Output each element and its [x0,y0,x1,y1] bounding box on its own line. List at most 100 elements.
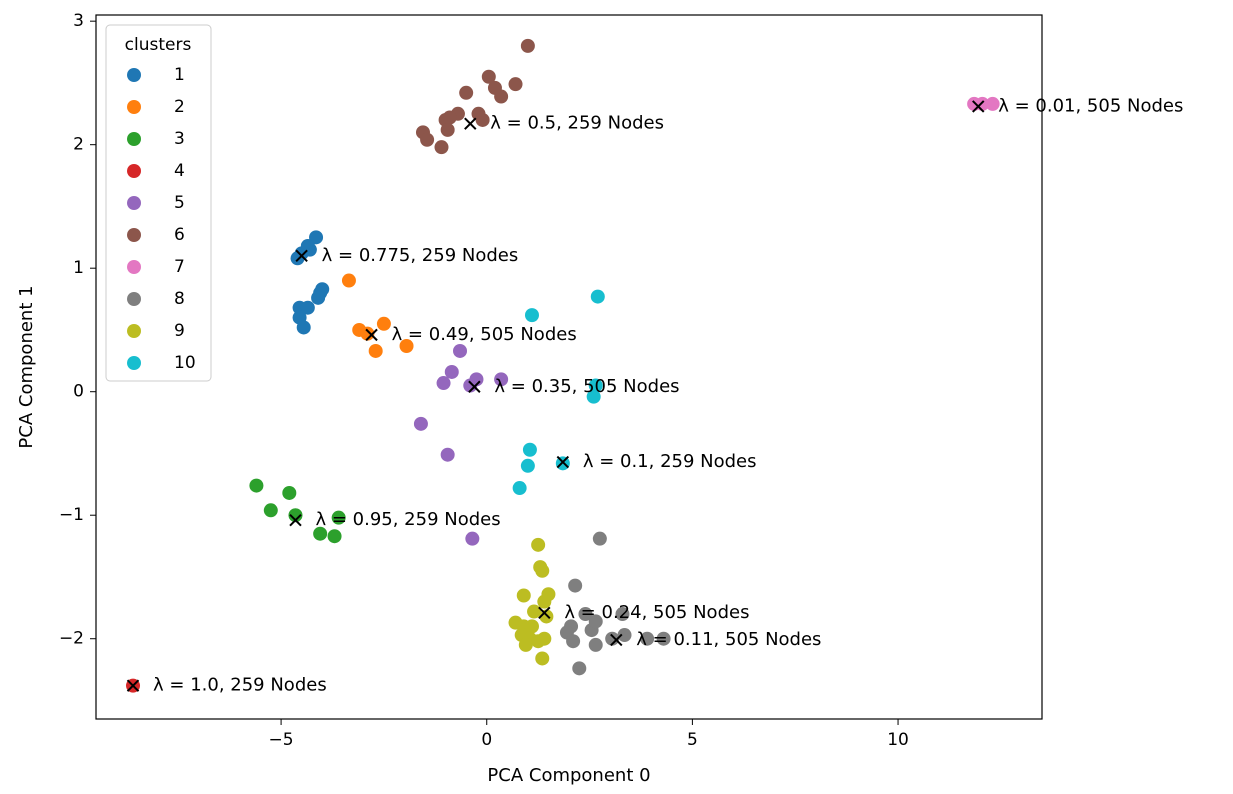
point-cluster-7-2 [985,96,1000,111]
legend-title: clusters [125,35,192,55]
y-axis-ticks: −2 −1 0 1 2 3 [59,11,96,649]
centroid-label-6: λ = 0.01, 505 Nodes [998,95,1183,116]
point-cluster-1-4 [300,238,315,253]
point-cluster-9-3 [516,588,531,603]
point-cluster-8-9 [615,607,630,622]
point-cluster-6-12 [420,132,435,147]
point-cluster-6-1 [481,69,496,84]
centroid-marker-7 [610,633,623,647]
centroid-label-2: λ = 0.95, 259 Nodes [315,509,500,530]
legend-label-9: 9 [174,321,185,341]
point-cluster-10-3 [586,389,601,404]
legend-box [105,24,212,382]
legend-marker-1 [127,68,141,82]
plot-frame [95,14,1043,720]
legend-marker-9 [127,324,141,338]
x-tick-label-2: 5 [687,730,698,750]
point-cluster-8-12 [656,631,671,646]
point-cluster-9-5 [537,594,552,609]
point-cluster-10-2 [588,378,603,393]
x-axis-ticks: −5 0 5 10 [269,719,909,750]
legend-label-1: 1 [174,65,185,85]
point-cluster-5-2 [436,376,451,391]
centroid-marker-5 [464,117,477,130]
y-tick-label-0: −2 [59,629,84,649]
point-cluster-3-5 [313,526,328,541]
centroid-layer: λ = 0.775, 259 Nodes λ = 0.49, 505 Nodes λ… [126,95,1183,696]
centroid-marker-3 [126,679,140,692]
centroid-marker-6 [972,100,985,113]
point-cluster-2-5 [368,343,383,358]
legend-marker-8 [127,292,141,306]
point-cluster-10-1 [524,308,539,323]
point-cluster-9-6 [527,604,542,619]
legend-label-5: 5 [174,193,185,213]
point-cluster-9-0 [531,537,546,552]
point-cluster-3-4 [331,510,346,525]
y-tick-label-3: 1 [73,258,84,278]
point-cluster-8-0 [592,531,607,546]
legend-label-4: 4 [174,161,185,181]
point-cluster-2-2 [360,326,375,341]
legend-marker-2 [127,100,141,114]
point-cluster-9-14 [531,634,546,649]
centroid-label-7: λ = 0.11, 505 Nodes [636,629,821,650]
point-cluster-5-8 [465,531,480,546]
point-cluster-3-2 [282,485,297,500]
centroid-label-5: λ = 0.5, 259 Nodes [490,113,664,134]
point-cluster-2-0 [341,273,356,288]
point-cluster-5-7 [440,447,455,462]
legend-marker-6 [127,228,141,242]
point-cluster-10-0 [590,289,605,304]
point-cluster-6-3 [508,77,523,92]
data-points-layer [126,38,1000,693]
point-cluster-5-1 [444,364,459,379]
x-tick-label-1: 0 [481,730,492,750]
point-cluster-2-4 [399,339,414,354]
point-cluster-9-2 [535,563,550,578]
point-cluster-1-1 [290,251,305,266]
x-tick-label-3: 10 [887,730,909,750]
point-cluster-5-6 [413,416,428,431]
point-cluster-6-4 [494,89,509,104]
point-cluster-3-0 [249,478,264,493]
centroid-marker-0 [295,249,308,263]
x-axis-label: PCA Component 0 [487,765,650,786]
legend-label-7: 7 [174,257,185,277]
point-cluster-10-7 [512,481,527,496]
centroid-label-1: λ = 0.49, 505 Nodes [392,324,577,345]
point-cluster-10-4 [522,442,537,457]
legend-label-10: 10 [174,353,196,373]
point-cluster-9-16 [535,651,550,666]
point-cluster-6-0 [520,38,535,53]
legend-marker-3 [127,132,141,146]
legend-marker-10 [127,356,141,370]
legend-label-8: 8 [174,289,185,309]
centroid-marker-4 [468,380,481,393]
point-cluster-1-11 [296,320,311,335]
point-cluster-6-14 [434,140,449,155]
legend-entries: 1 2 3 4 5 6 7 8 9 10 [127,65,196,373]
point-cluster-8-14 [605,631,620,646]
point-cluster-6-8 [442,110,457,125]
y-axis-label: PCA Component 1 [16,285,37,448]
legend-label-3: 3 [174,129,185,149]
point-cluster-3-3 [288,508,303,523]
centroid-label-0: λ = 0.775, 259 Nodes [322,245,519,266]
point-cluster-5-0 [453,343,468,358]
point-cluster-8-7 [566,634,581,649]
point-cluster-8-1 [568,578,583,593]
centroid-label-4: λ = 0.35, 505 Nodes [494,376,679,397]
point-cluster-10-5 [520,458,535,473]
centroid-marker-9 [556,455,570,469]
legend-label-6: 6 [174,225,185,245]
y-tick-label-4: 2 [73,135,84,155]
centroid-marker-8 [538,606,551,619]
legend-marker-7 [127,260,141,274]
point-cluster-3-6 [327,529,342,544]
point-cluster-6-5 [459,85,474,100]
point-cluster-8-13 [572,661,587,676]
point-cluster-5-5 [463,378,478,393]
legend-label-2: 2 [174,97,185,117]
